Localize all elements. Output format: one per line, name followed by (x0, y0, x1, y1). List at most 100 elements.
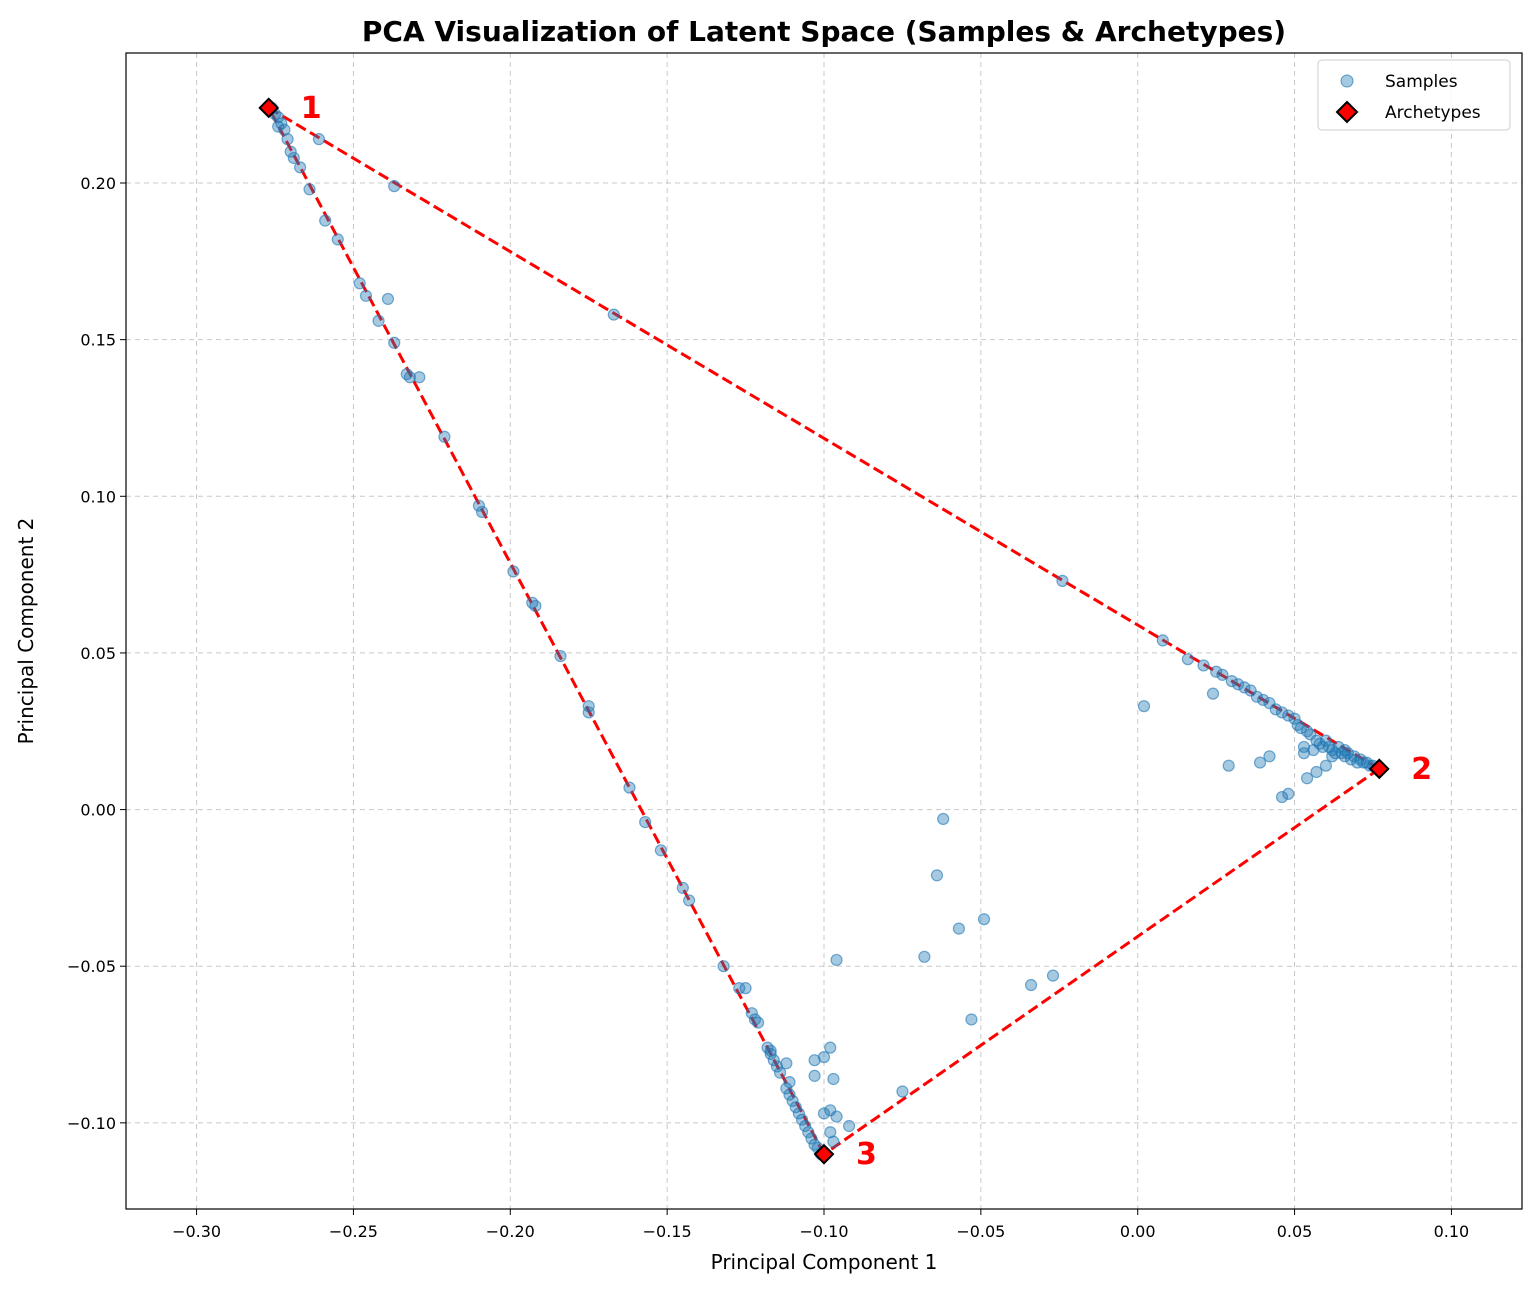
legend: Samples Archetypes (1317, 59, 1511, 131)
sample-point (303, 183, 316, 196)
sample-point (381, 292, 395, 306)
archetype-points (258, 97, 1390, 1165)
x-axis-label: Principal Component 1 (711, 1250, 938, 1274)
sample-point (1332, 740, 1345, 754)
sample-point (319, 214, 332, 227)
sample-point (965, 1013, 978, 1026)
sample-point (1250, 690, 1264, 703)
sample-point (1024, 978, 1038, 992)
sample-point (830, 953, 843, 967)
sample-point (281, 133, 294, 146)
sample-point (1310, 765, 1323, 779)
sample-point (1263, 750, 1276, 763)
y-axis-label: Principal Component 2 (14, 518, 38, 745)
legend-samples-label: Samples (1385, 72, 1458, 92)
sample-point (802, 1126, 815, 1139)
sample-point (739, 982, 752, 995)
sample-point (786, 1094, 799, 1108)
sample-point (789, 1101, 802, 1114)
sample-point (1197, 659, 1210, 672)
sample-point (805, 1132, 818, 1145)
hull-edge (267, 106, 1381, 771)
sample-point (1319, 734, 1333, 747)
sample-point (717, 960, 730, 973)
sample-point (331, 233, 344, 246)
sample-point (937, 812, 950, 826)
sample-point (1253, 756, 1267, 769)
sample-point (1056, 574, 1069, 587)
sample-point (799, 1119, 812, 1133)
x-tick-label: −0.05 (956, 1222, 1005, 1241)
sample-point (1341, 747, 1354, 760)
y-tick-label: 0.00 (80, 801, 116, 820)
x-tick-label: 0.00 (1120, 1222, 1156, 1241)
sample-point (1275, 706, 1289, 719)
sample-point (1156, 634, 1169, 647)
sample-point (1275, 790, 1289, 804)
sample-points (265, 101, 1380, 1161)
hull-edge (823, 767, 1381, 1156)
sample-point (1216, 668, 1229, 681)
sample-point (1319, 759, 1333, 772)
sample-point (930, 869, 944, 882)
chart-title: PCA Visualization of Latent Space (Sampl… (362, 15, 1286, 48)
archetype-labels: 1 2 3 (301, 91, 1432, 1172)
sample-point (808, 1069, 821, 1082)
sample-point (817, 1107, 831, 1120)
sample-point (472, 499, 486, 512)
sample-point (824, 1041, 837, 1054)
sample-point (683, 894, 696, 907)
grid-lines (126, 53, 1522, 1209)
sample-point (372, 314, 385, 327)
sample-point (1137, 700, 1151, 713)
sample-point (284, 145, 297, 158)
sample-point (475, 505, 489, 519)
archetype-label: 2 (1411, 752, 1432, 787)
hull-edge (267, 107, 826, 1155)
sample-point (607, 308, 620, 321)
sample-point (817, 1050, 831, 1064)
sample-point (1231, 678, 1245, 691)
x-tick-label: −0.30 (172, 1222, 221, 1241)
y-tick-label: 0.05 (80, 644, 116, 663)
legend-archetypes-marker (1335, 100, 1359, 124)
sample-point (554, 649, 567, 663)
sample-point (294, 161, 307, 174)
sample-point (287, 151, 300, 165)
y-tick-label: −0.05 (67, 957, 116, 976)
sample-point (1225, 675, 1238, 688)
archetype-marker (813, 1143, 835, 1165)
sample-point (1222, 759, 1235, 772)
sample-point (1046, 969, 1060, 982)
sample-point (827, 1135, 840, 1148)
sample-point (388, 336, 401, 349)
sample-point (952, 922, 965, 935)
sample-point (272, 120, 285, 133)
sample-point (767, 1054, 780, 1067)
sample-point (745, 1007, 758, 1020)
sample-point (1294, 722, 1307, 735)
sample-point (783, 1076, 796, 1089)
sample-point (1238, 681, 1251, 694)
sample-point (654, 844, 667, 857)
sample-point (1301, 772, 1314, 785)
archetype-hull (267, 106, 1381, 1156)
sample-point (623, 781, 636, 794)
sample-point (977, 913, 991, 926)
sample-point (896, 1085, 909, 1098)
x-tick-label: 0.05 (1277, 1222, 1313, 1241)
archetype-label: 3 (856, 1137, 877, 1172)
x-tick-label: −0.20 (486, 1222, 535, 1241)
x-tick-label: −0.10 (799, 1222, 848, 1241)
sample-point (1282, 709, 1295, 722)
axis-ticks: −0.30 −0.25 −0.20 −0.15 −0.10 −0.05 0.00 0.05 0.… (67, 174, 1469, 1241)
sample-point (792, 1107, 806, 1120)
archetype-marker (258, 97, 280, 119)
sample-point (413, 371, 426, 384)
legend-archetypes-label: Archetypes (1385, 103, 1481, 123)
y-tick-label: 0.15 (80, 331, 116, 350)
sample-point (783, 1088, 796, 1101)
sample-point (1210, 665, 1223, 678)
sample-point (752, 1016, 765, 1029)
